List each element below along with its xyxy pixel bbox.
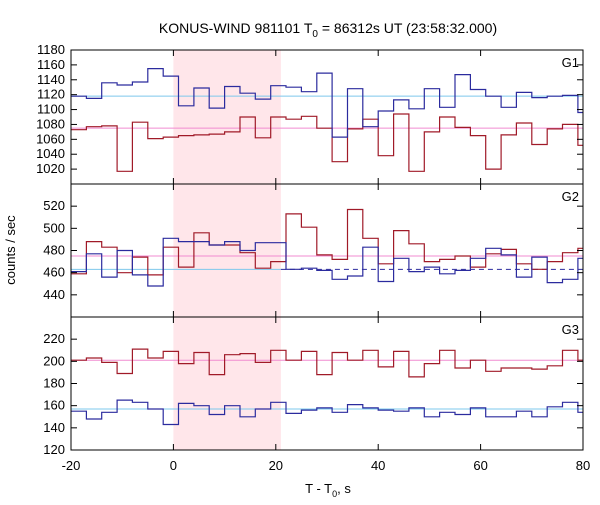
y-tick-label: 1160 [37,57,65,72]
y-tick-label: 1020 [36,161,65,176]
x-tick-label: 40 [371,458,385,473]
x-tick-label: -20 [62,458,81,473]
series-g3-high [71,348,583,378]
panel-g2: 440 460 480 500 520 G2 [43,183,584,318]
y-tick-label: 220 [43,331,65,346]
y-tick-label: 120 [43,442,65,457]
y-tick-label: 200 [43,353,65,368]
series-g1-high [71,113,583,172]
y-tick-label: 480 [43,243,65,258]
panel-label: G2 [562,189,579,204]
x-tick-label: 60 [473,458,487,473]
series-g2-high [71,208,583,276]
panel-label: G1 [562,55,579,70]
y-tick-label: 460 [43,265,65,280]
y-axis-label: counts / sec [3,215,18,285]
y-tick-label: 180 [43,376,65,391]
y-tick-label: 140 [43,420,65,435]
y-tick-label: 1120 [37,87,65,102]
y-tick-label: 520 [43,198,65,213]
y-tick-label: 1060 [36,131,65,146]
y-tick-label: 500 [43,220,65,235]
chart-title: KONUS-WIND 981101 T0 = 86312s UT (23:58:… [159,20,497,40]
panel-frame [70,183,584,318]
y-tick-label: 1180 [37,42,65,57]
panel-g3: 120 140 160 180 200 220 G3 [43,316,584,457]
y-tick-label: 1080 [36,116,65,131]
x-tick-label: 20 [269,458,283,473]
panel-frame [70,316,584,451]
x-tick-label: 80 [576,458,590,473]
x-tick-label: 0 [170,458,177,473]
y-tick-label: 440 [43,287,65,302]
series-g2-low [71,237,583,287]
x-axis-label: T - T0, s [305,481,351,499]
series-g3-low [71,399,583,426]
series-g1-low [71,68,583,138]
y-tick-label: 1040 [36,146,65,161]
y-tick-label: 1140 [37,72,65,87]
y-tick-label: 160 [43,398,65,413]
panel-label: G3 [562,322,579,337]
highlight-interval [173,50,281,450]
y-tick-label: 1100 [37,102,65,117]
